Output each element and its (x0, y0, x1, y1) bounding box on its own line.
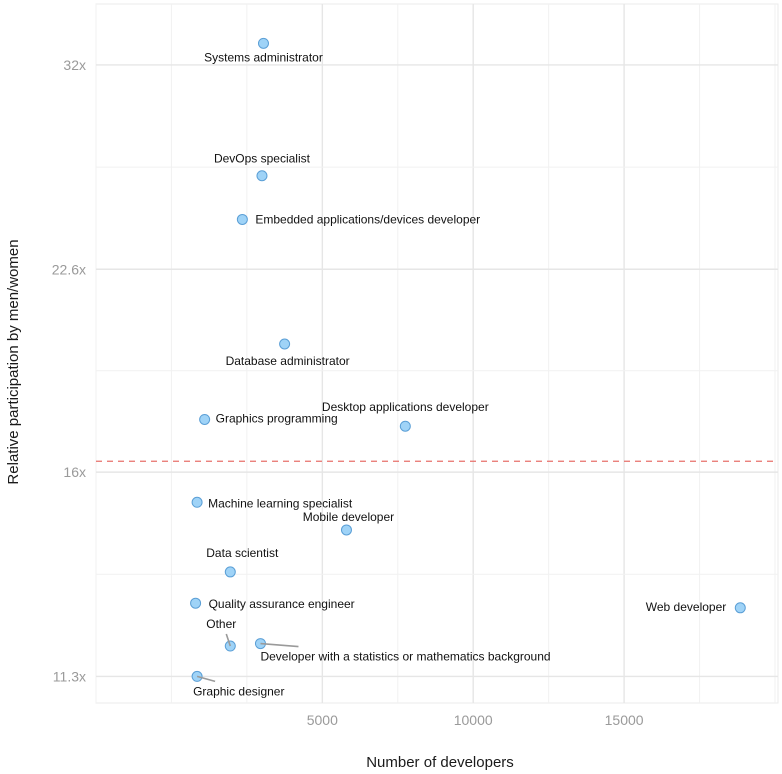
point-label: Desktop applications developer (322, 400, 489, 414)
y-tick-label: 22.6x (52, 261, 86, 277)
data-point (257, 37, 269, 49)
point-label: Systems administrator (204, 50, 323, 64)
data-point (199, 413, 211, 425)
data-point (191, 496, 203, 508)
y-tick-label: 32x (63, 57, 86, 73)
point-label: Graphic designer (193, 684, 284, 698)
label-leader-line (196, 675, 216, 683)
x-axis-title: Number of developers (366, 754, 514, 771)
point-label: Machine learning specialist (208, 496, 353, 510)
point-label: Web developer (646, 600, 727, 614)
data-points (190, 37, 746, 682)
data-point (224, 566, 236, 578)
x-tick-label: 10000 (454, 712, 493, 728)
point-label: Quality assurance engineer (209, 597, 355, 611)
point-label: Embedded applications/devices developer (255, 212, 480, 226)
data-point (279, 338, 291, 350)
y-tick-label: 11.3x (53, 668, 86, 684)
x-tick-label: 15000 (605, 712, 644, 728)
grid-lines (95, 3, 779, 704)
data-point (399, 420, 411, 432)
x-tick-label: 5000 (307, 712, 338, 728)
label-leader-line (260, 642, 299, 648)
y-tick-label: 16x (63, 464, 86, 480)
data-point (256, 170, 268, 182)
point-label: Data scientist (206, 546, 279, 560)
data-point (734, 602, 746, 614)
point-label: DevOps specialist (214, 152, 311, 166)
data-point (340, 524, 352, 536)
point-label: Other (206, 617, 236, 631)
axis-ticks: 5000 10000 15000 11.3x 16x 22.6x 32x (52, 57, 644, 728)
point-label: Developer with a statistics or mathemati… (260, 650, 550, 664)
data-point (190, 597, 202, 609)
point-label: Mobile developer (303, 510, 394, 524)
plot-panel (95, 3, 779, 704)
data-point (236, 213, 248, 225)
point-labels: Systems administrator DevOps specialist Em… (193, 50, 726, 698)
label-leader-line (225, 633, 232, 647)
y-axis-title: Relative participation by men/women (5, 239, 22, 484)
point-label: Database administrator (226, 354, 350, 368)
point-label: Graphics programming (216, 411, 338, 425)
